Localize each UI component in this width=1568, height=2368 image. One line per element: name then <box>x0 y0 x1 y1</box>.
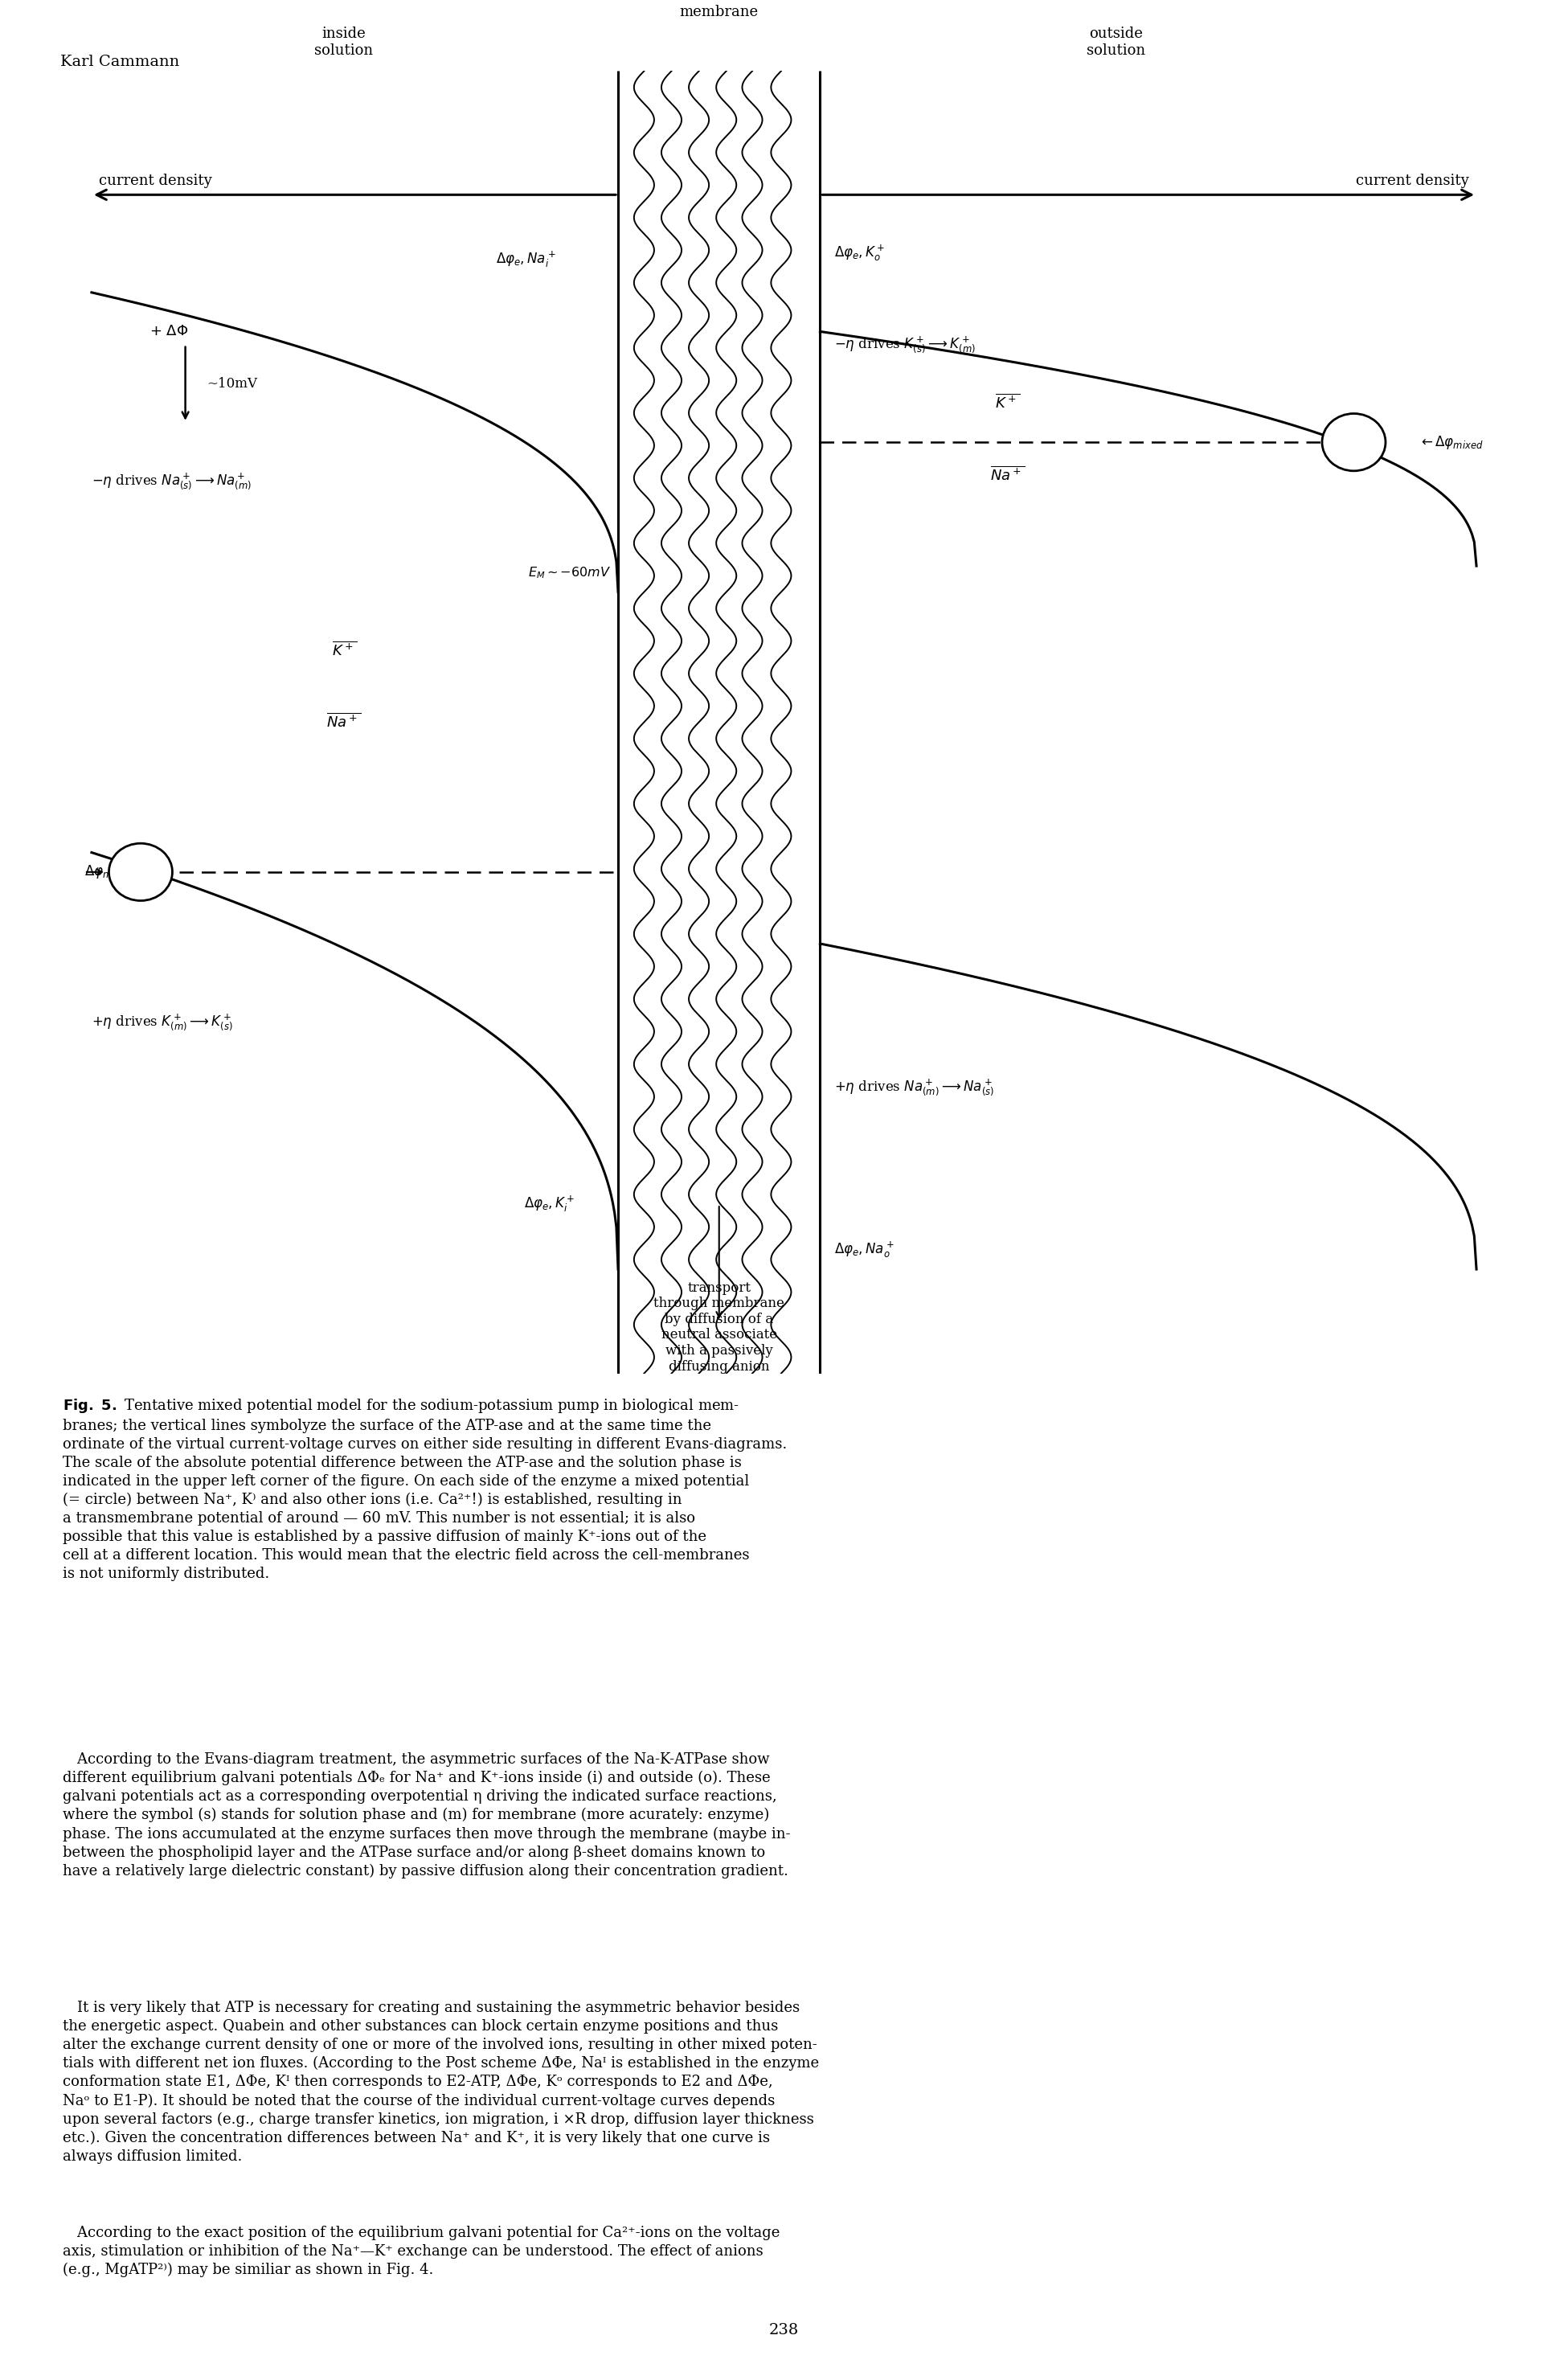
Text: $-\eta$ drives $K^+_{(s)}\longrightarrow K^+_{(m)}$: $-\eta$ drives $K^+_{(s)}\longrightarrow… <box>834 334 977 355</box>
Text: $\Delta\varphi_e, K_i^+$: $\Delta\varphi_e, K_i^+$ <box>524 1193 575 1215</box>
Text: According to the exact position of the equilibrium galvani potential for Ca²⁺-io: According to the exact position of the e… <box>63 2226 779 2278</box>
Text: It is very likely that ATP is necessary for creating and sustaining the asymmetr: It is very likely that ATP is necessary … <box>63 2001 818 2164</box>
Text: ~10mV: ~10mV <box>207 377 257 391</box>
Text: $\overline{K^+}$: $\overline{K^+}$ <box>996 393 1021 412</box>
Text: $\overline{Na^+}$: $\overline{Na^+}$ <box>991 466 1025 483</box>
Text: inside
solution: inside solution <box>315 26 373 59</box>
Text: $\Delta\varphi_e, K_o^+$: $\Delta\varphi_e, K_o^+$ <box>834 244 886 263</box>
Text: $-\eta$ drives $Na^+_{(s)}\longrightarrow Na^+_{(m)}$: $-\eta$ drives $Na^+_{(s)}\longrightarro… <box>91 471 252 490</box>
Text: Karl Cammann: Karl Cammann <box>60 54 179 69</box>
Text: $\Delta\varphi_e, Na_i^+$: $\Delta\varphi_e, Na_i^+$ <box>495 251 555 270</box>
Text: $\mathbf{Fig.\ 5.}$ Tentative mixed potential model for the sodium-potassium pum: $\mathbf{Fig.\ 5.}$ Tentative mixed pote… <box>63 1397 787 1582</box>
Text: outside
solution: outside solution <box>1087 26 1145 59</box>
Text: According to the Evans-diagram treatment, the asymmetric surfaces of the Na-K-AT: According to the Evans-diagram treatment… <box>63 1752 790 1878</box>
Text: 238: 238 <box>768 2323 798 2337</box>
Text: current density: current density <box>1356 173 1469 189</box>
Text: $\overline{Na^+}$: $\overline{Na^+}$ <box>326 713 361 732</box>
Text: membrane: membrane <box>679 5 759 19</box>
Text: $\overline{K^+}$: $\overline{K^+}$ <box>331 642 356 661</box>
Circle shape <box>108 843 172 900</box>
Text: $E_M{\sim}{-}60mV$: $E_M{\sim}{-}60mV$ <box>528 566 612 580</box>
Text: transport
through membrane
by diffusion of a
neutral associate
with a passively
: transport through membrane by diffusion … <box>654 1281 784 1373</box>
Text: $+\eta$ drives $Na^+_{(m)}\longrightarrow Na^+_{(s)}$: $+\eta$ drives $Na^+_{(m)}\longrightarro… <box>834 1077 994 1096</box>
Text: $\leftarrow\Delta\varphi_{mixed}$: $\leftarrow\Delta\varphi_{mixed}$ <box>1419 433 1483 450</box>
Text: $\Delta\varphi_{mixed}$: $\Delta\varphi_{mixed}$ <box>85 864 133 881</box>
Text: current density: current density <box>99 173 212 189</box>
Circle shape <box>1322 414 1386 471</box>
Text: $+\eta$ drives $K^+_{(m)}\longrightarrow K^+_{(s)}$: $+\eta$ drives $K^+_{(m)}\longrightarrow… <box>91 1011 234 1032</box>
Text: $+\ \Delta\Phi$: $+\ \Delta\Phi$ <box>149 324 188 339</box>
Text: $\Delta\varphi_e, Na_o^+$: $\Delta\varphi_e, Na_o^+$ <box>834 1241 895 1260</box>
